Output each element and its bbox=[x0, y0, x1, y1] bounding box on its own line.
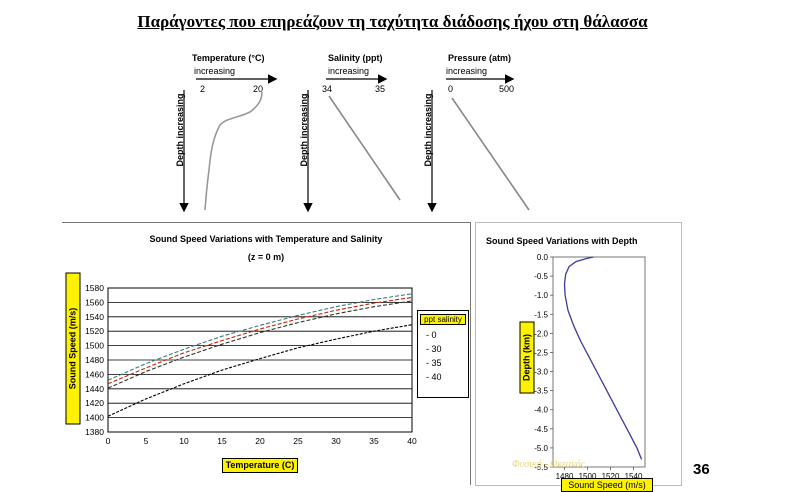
temp-salinity-chart: 1380140014201440146014801500152015401560… bbox=[85, 283, 417, 446]
salinity-tick-min: 34 bbox=[322, 84, 333, 94]
y-tick-label: -2.5 bbox=[534, 348, 548, 357]
watermark: Φυσική - Ωκεανός bbox=[512, 459, 585, 470]
y-tick-label: 1520 bbox=[85, 326, 104, 336]
y-tick-label: -4.5 bbox=[534, 425, 548, 434]
temperature-profile-line bbox=[204, 91, 263, 211]
y-tick-label: -0.5 bbox=[534, 272, 548, 281]
y-tick-label: 0.0 bbox=[537, 253, 549, 262]
y-tick-label: -5.0 bbox=[534, 444, 548, 453]
y-tick-label: 1500 bbox=[85, 341, 104, 351]
profile-sketches bbox=[179, 74, 530, 213]
temp-salinity-chart-subtitle: (z = 0 m) bbox=[247, 252, 285, 262]
temp-salinity-xlabel: Temperature (C) bbox=[222, 458, 298, 473]
x-tick-label: 35 bbox=[369, 436, 379, 446]
legend-title: ppt salinity bbox=[420, 314, 466, 325]
depth-chart: 0.0 -0.5 -1.0 -1.5 -2.0 -2.5 -3.0 -3.5 -4.0 -4.5 -… bbox=[534, 253, 646, 481]
y-tick-label: 1440 bbox=[85, 384, 104, 394]
y-tick-label: -2.0 bbox=[534, 329, 548, 338]
x-tick-label: 20 bbox=[255, 436, 265, 446]
y-tick-label: -3.0 bbox=[534, 368, 548, 377]
y-tick-label: -3.5 bbox=[534, 387, 548, 396]
x-tick-label: 1520 bbox=[602, 472, 620, 481]
y-tick-label: 1540 bbox=[85, 312, 104, 322]
salinity-label: Salinity (ppt) bbox=[328, 53, 383, 63]
temperature-label: Temperature (°C) bbox=[192, 53, 265, 63]
y-tick-label: -1.5 bbox=[534, 310, 548, 319]
temp-salinity-chart-frame bbox=[62, 222, 471, 485]
series-line-40 bbox=[107, 293, 413, 381]
x-tick-label: 25 bbox=[293, 436, 303, 446]
pressure-tick-max: 500 bbox=[499, 84, 515, 94]
x-tick-label: 30 bbox=[331, 436, 341, 446]
pressure-label: Pressure (atm) bbox=[448, 53, 512, 63]
page-number: 36 bbox=[693, 461, 710, 478]
depth-ylabel: Depth (km) bbox=[519, 321, 535, 394]
pressure-profile-line bbox=[451, 97, 530, 211]
salinity-profile-line bbox=[328, 95, 401, 201]
y-tick-label: 1580 bbox=[85, 283, 104, 293]
y-tick-label: -4.0 bbox=[534, 406, 548, 415]
pressure-tick-min: 0 bbox=[448, 84, 454, 94]
series-line-30 bbox=[107, 300, 413, 389]
x-tick-label: 1540 bbox=[625, 472, 643, 481]
x-tick-label: 0 bbox=[106, 436, 111, 446]
depth-chart-title: Sound Speed Variations with Depth bbox=[486, 236, 638, 246]
temperature-depth-label: Depth increasing bbox=[175, 93, 185, 167]
plot-area bbox=[552, 256, 646, 468]
salinity-tick-max: 35 bbox=[375, 84, 386, 94]
y-tick-label: 1480 bbox=[85, 355, 104, 365]
temperature-tick-min: 2 bbox=[200, 84, 206, 94]
y-tick-label: 1400 bbox=[85, 413, 104, 423]
pressure-depth-label: Depth increasing bbox=[423, 93, 433, 167]
x-tick-label: 5 bbox=[144, 436, 149, 446]
legend-item: - 40 bbox=[426, 372, 442, 382]
temperature-tick-max: 20 bbox=[253, 84, 264, 94]
temp-salinity-ylabel: Sound Speed (m/s) bbox=[65, 272, 81, 425]
y-tick-label: 1380 bbox=[85, 427, 104, 437]
y-tick-label: -5.5 bbox=[534, 463, 548, 472]
slide-title: Παράγοντες που επηρεάζουν τη ταχύτητα δι… bbox=[137, 12, 648, 31]
legend-item: - 30 bbox=[426, 344, 442, 354]
legend-item: - 35 bbox=[426, 358, 442, 368]
salinity-sublabel: increasing bbox=[328, 66, 370, 76]
y-tick-label: 1560 bbox=[85, 297, 104, 307]
depth-profile-line bbox=[563, 256, 643, 460]
legend-item: - 0 bbox=[426, 330, 437, 340]
y-tick-label: -1.0 bbox=[534, 291, 548, 300]
x-tick-label: 1500 bbox=[579, 472, 597, 481]
series-line-35 bbox=[107, 296, 413, 385]
x-tick-label: 10 bbox=[179, 436, 189, 446]
temperature-sublabel: increasing bbox=[194, 66, 236, 76]
y-tick-label: 1460 bbox=[85, 369, 104, 379]
salinity-legend: ppt salinity - 0 - 30 - 35 - 40 bbox=[417, 310, 469, 398]
depth-xlabel: Sound Speed (m/s) bbox=[561, 478, 653, 492]
series-line-0 bbox=[107, 324, 413, 417]
pressure-sublabel: increasing bbox=[446, 66, 488, 76]
salinity-depth-label: Depth increasing bbox=[299, 93, 309, 167]
y-tick-label: 1420 bbox=[85, 398, 104, 408]
x-tick-label: 40 bbox=[407, 436, 417, 446]
x-tick-label: 15 bbox=[217, 436, 227, 446]
x-tick-label: 1480 bbox=[556, 472, 574, 481]
temp-salinity-chart-title: Sound Speed Variations with Temperature … bbox=[149, 234, 383, 244]
